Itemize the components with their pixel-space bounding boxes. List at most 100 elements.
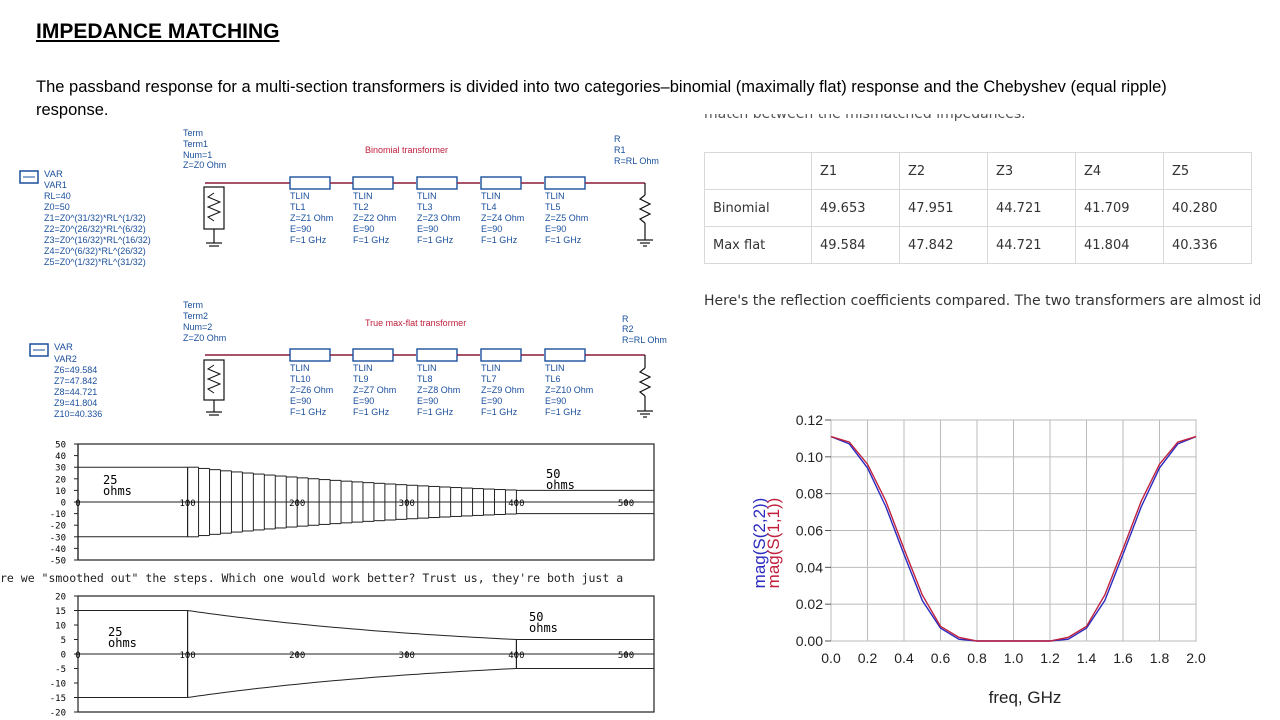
x-tick-label: 400 [508, 651, 524, 661]
svg-text:R=RL Ohm: R=RL Ohm [614, 156, 659, 166]
tlin-label: TL2 [353, 202, 369, 212]
tlin-label: Z=Z3 Ohm [417, 213, 460, 223]
tlin-label: TL3 [417, 202, 433, 212]
svg-text:Num=1: Num=1 [183, 150, 212, 160]
y-tick-label: -10 [50, 510, 66, 520]
y-tick-label: 0.08 [796, 486, 823, 502]
tlin-label: Z=Z4 Ohm [481, 213, 524, 223]
y-tick-label: -40 [50, 545, 66, 555]
y-axis-label-s11: mag(S(1,1)) [764, 498, 783, 589]
tlin-label: TLIN [417, 363, 437, 373]
svg-text:Term: Term [183, 128, 203, 138]
y-tick-label: 0.10 [796, 449, 823, 465]
y-tick-label: 0 [61, 499, 66, 509]
x-tick-label: 500 [618, 651, 634, 661]
tlin-label: E=90 [290, 224, 311, 234]
left-impedance-unit: ohms [103, 484, 132, 498]
tlin-label: TLIN [481, 191, 501, 201]
svg-text:R=RL Ohm: R=RL Ohm [622, 335, 667, 345]
tlin-label: F=1 GHz [481, 407, 518, 417]
tlin-label: E=90 [481, 224, 502, 234]
table-cell: 41.804 [1075, 226, 1164, 264]
svg-text:Num=2: Num=2 [183, 322, 212, 332]
tlin-label: F=1 GHz [290, 235, 327, 245]
y-tick-label: 0 [61, 651, 66, 661]
svg-text:Z3=Z0^(16/32)*RL^(16/32): Z3=Z0^(16/32)*RL^(16/32) [44, 235, 151, 245]
term-block: Term Term2 Num=2 Z=Z0 Ohm [183, 300, 226, 416]
svg-text:Z=Z0 Ohm: Z=Z0 Ohm [183, 160, 226, 170]
y-tick-label: 0.06 [796, 523, 823, 539]
comparison-text: Here's the reflection coefficients compa… [704, 293, 1260, 309]
y-tick-label: 20 [55, 593, 66, 603]
svg-text:Z0=50: Z0=50 [44, 202, 70, 212]
x-tick-label: 300 [399, 651, 415, 661]
table-header-row: Z1 Z2 Z3 Z4 Z5 [704, 152, 1252, 190]
chart-grid [825, 419, 1197, 642]
tlin-label: TL8 [417, 374, 433, 384]
tlin-label: F=1 GHz [481, 235, 518, 245]
term-block: Term Term1 Num=1 Z=Z0 Ohm [183, 128, 226, 247]
table-row: Binomial 49.653 47.951 44.721 41.709 40.… [704, 189, 1252, 227]
schematic-title: Binomial transformer [365, 145, 448, 155]
tlin-label: TL9 [353, 374, 369, 384]
tlin-label: TLIN [290, 191, 310, 201]
y-tick-label: 0.04 [796, 559, 823, 575]
table-cell: 40.336 [1163, 226, 1252, 264]
tlin-label: E=90 [481, 396, 502, 406]
tlin-label: Z=Z8 Ohm [417, 385, 460, 395]
x-axis-ticks: 0 100 200 300 400 500 [75, 651, 654, 661]
svg-text:Z7=47.842: Z7=47.842 [54, 376, 97, 386]
load-resistor: R R1 R=RL Ohm [614, 134, 659, 247]
svg-text:Z9=41.804: Z9=41.804 [54, 398, 97, 408]
x-tick-label: 1.8 [1150, 650, 1170, 666]
y-tick-label: -20 [50, 709, 66, 717]
svg-text:VAR2: VAR2 [54, 354, 77, 364]
table-cell: 49.584 [811, 226, 900, 264]
y-tick-label: -20 [50, 522, 66, 532]
table-cell: 44.721 [987, 189, 1076, 227]
tlin-label: E=90 [417, 224, 438, 234]
y-tick-label: 50 [55, 441, 66, 451]
tlin-label: TL6 [545, 374, 561, 384]
chart-series [830, 435, 1197, 642]
var-title: VAR [54, 342, 73, 353]
table-row: Max flat 49.584 47.842 44.721 41.804 40.… [704, 226, 1252, 264]
left-impedance-unit: ohms [108, 636, 137, 650]
y-tick-label: -15 [50, 694, 66, 704]
x-tick-label: 0.6 [931, 650, 951, 666]
tlin-label: E=90 [545, 224, 566, 234]
table-cell: 44.721 [987, 226, 1076, 264]
tlin-label: Z=Z5 Ohm [545, 213, 588, 223]
x-tick-label: 0 [75, 499, 80, 509]
table-header-cell: Z5 [1163, 152, 1252, 190]
svg-text:R2: R2 [622, 324, 634, 334]
x-tick-label: 100 [179, 499, 195, 509]
svg-text:VAR1: VAR1 [44, 180, 67, 190]
left-impedance-value: 25 [108, 625, 122, 639]
x-tick-label: 2.0 [1186, 650, 1206, 666]
x-tick-label: 300 [399, 499, 415, 509]
table-header-cell: Z1 [811, 152, 900, 190]
tlin-label: E=90 [353, 396, 374, 406]
svg-text:Z1=Z0^(31/32)*RL^(1/32): Z1=Z0^(31/32)*RL^(1/32) [44, 213, 146, 223]
tlin-label: TLIN [545, 363, 565, 373]
y-tick-label: 40 [55, 452, 66, 462]
tlin-label: TLIN [417, 191, 437, 201]
svg-text:R: R [614, 134, 621, 144]
tlin-label: E=90 [545, 396, 566, 406]
var-title: VAR [44, 169, 63, 180]
schematic-title: True max-flat transformer [365, 318, 466, 328]
x-tick-label: 100 [179, 651, 195, 661]
tlin-label: Z=Z6 Ohm [290, 385, 333, 395]
tlin-label: F=1 GHz [545, 235, 582, 245]
right-impedance-unit: ohms [546, 478, 575, 492]
tlin-label: E=90 [417, 396, 438, 406]
tlin-label: F=1 GHz [353, 407, 390, 417]
tlin-label: TL5 [545, 202, 561, 212]
